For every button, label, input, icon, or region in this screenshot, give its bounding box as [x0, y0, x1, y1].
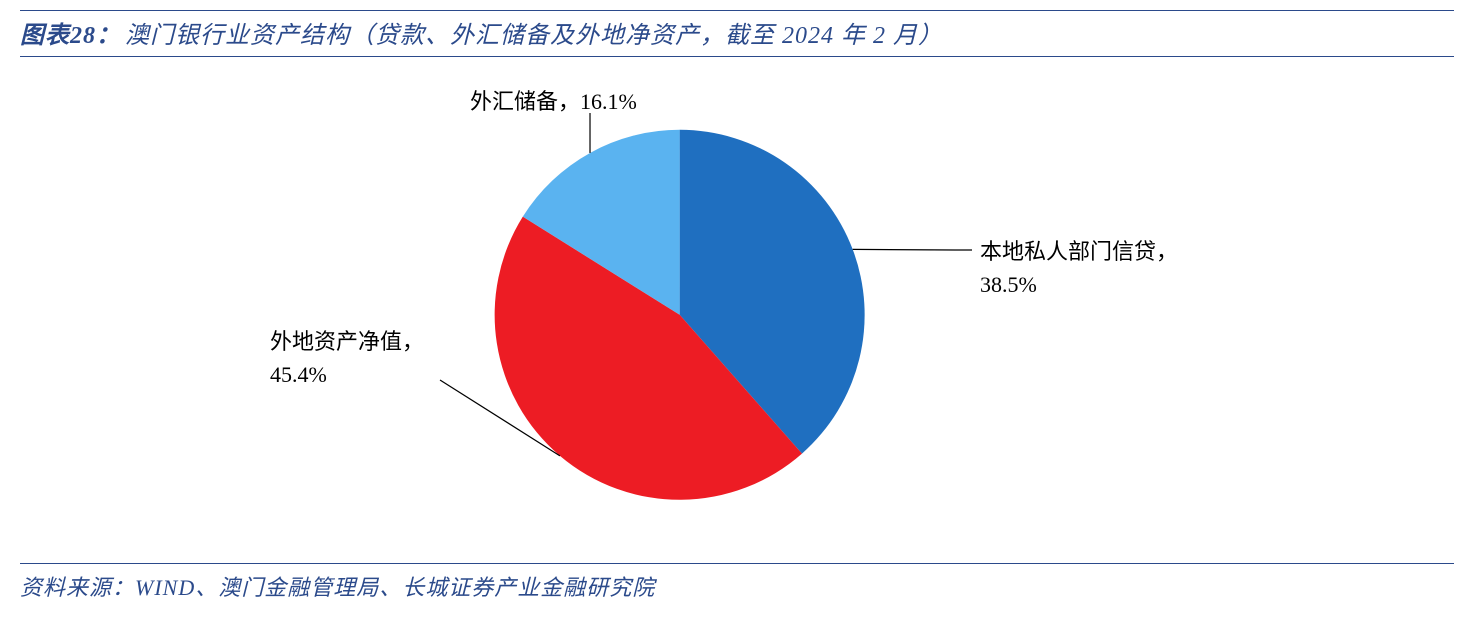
slice-label-外汇储备: 外汇储备，16.1%: [470, 85, 637, 118]
chart-title-prefix: 图表28：: [20, 23, 121, 49]
chart-title-text: 澳门银行业资产结构（贷款、外汇储备及外地净资产，截至 2024 年 2 月）: [125, 23, 943, 49]
chart-source: 资料来源：WIND、澳门金融管理局、长城证券产业金融研究院: [20, 563, 1454, 602]
pie-chart-area: 本地私人部门信贷，38.5% 外地资产净值，45.4% 外汇储备，16.1%: [20, 60, 1454, 550]
chart-title-bar: 图表28： 澳门银行业资产结构（贷款、外汇储备及外地净资产，截至 2024 年 …: [20, 10, 1454, 57]
slice-label-外地资产净值: 外地资产净值，45.4%: [270, 325, 424, 391]
leader-line: [853, 249, 972, 250]
slice-label-本地私人部门信贷: 本地私人部门信贷，38.5%: [980, 235, 1178, 301]
pie-chart-svg: [20, 60, 1454, 550]
